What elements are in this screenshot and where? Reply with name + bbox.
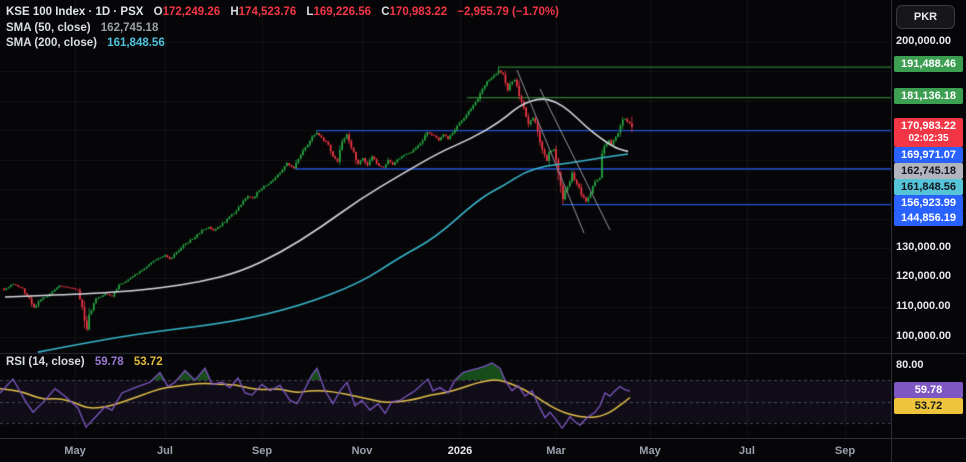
- price-scale-label: 170,983.22 02:02:35: [894, 117, 963, 147]
- price-scale[interactable]: 200,000.00 130,000.00 120,000.00 110,000.00…: [891, 0, 966, 462]
- time-tick: 2026: [447, 445, 473, 457]
- time-tick: Jul: [157, 445, 173, 457]
- price-scale-label: 191,488.46: [894, 56, 963, 72]
- time-tick: Sep: [834, 445, 856, 457]
- price-scale-label: 59.78: [894, 382, 963, 398]
- price-tick: 110,000.00: [896, 300, 951, 312]
- time-tick: Nov: [351, 445, 373, 457]
- time-scale[interactable]: May Jul Sep Nov 2026 Mar May Jul Sep: [0, 438, 966, 462]
- time-tick: May: [64, 445, 86, 457]
- time-tick: Sep: [251, 445, 273, 457]
- price-tick: 120,000.00: [896, 270, 952, 282]
- price-tick: 200,000.00: [896, 35, 952, 47]
- price-tick: 80.00: [896, 359, 924, 371]
- price-scale-label: 169,971.07: [894, 147, 963, 163]
- price-scale-label: 161,848.56: [894, 178, 963, 195]
- price-tick: 100,000.00: [896, 330, 952, 342]
- price-scale-label: 162,745.18: [894, 163, 963, 179]
- time-tick: Mar: [546, 445, 566, 457]
- price-scale-label: 156,923.99: [894, 194, 963, 211]
- price-tick: 130,000.00: [896, 241, 952, 253]
- price-scale-label: 181,136.18: [894, 87, 963, 104]
- price-scale-label: 53.72: [894, 397, 963, 414]
- time-tick: Jul: [739, 445, 755, 457]
- time-tick: May: [639, 445, 661, 457]
- currency-button[interactable]: PKR: [896, 5, 955, 29]
- bar-countdown: 02:02:35: [908, 132, 949, 144]
- price-scale-label: 144,856.19: [894, 210, 963, 226]
